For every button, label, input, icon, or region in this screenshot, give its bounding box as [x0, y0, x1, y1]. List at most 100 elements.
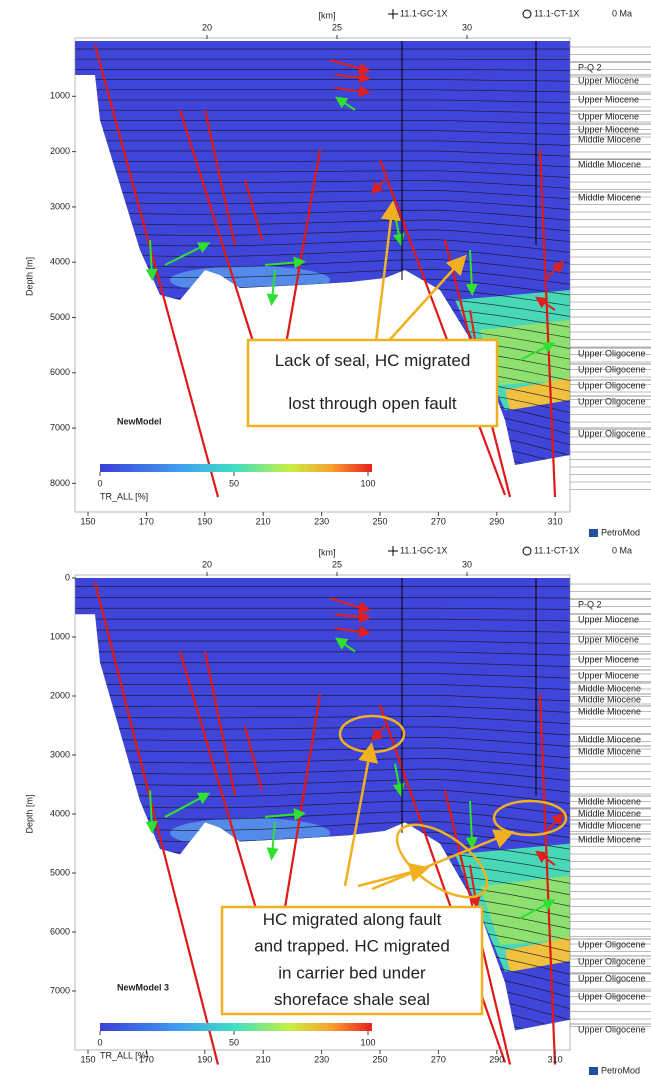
- layer-label: Middle Miocene: [578, 820, 641, 830]
- horizon: [75, 705, 570, 713]
- fault: [283, 149, 322, 351]
- layer-label: P-Q 2: [578, 599, 602, 609]
- top-tick-label: 25: [332, 559, 342, 569]
- colorbar-tick-label: 50: [229, 478, 239, 488]
- horizon: [75, 229, 570, 243]
- y-tick-label: 3000: [50, 201, 70, 211]
- horizon: [75, 199, 570, 210]
- fault: [538, 149, 557, 498]
- horizon: [75, 130, 570, 136]
- axis-title: [km]: [319, 547, 336, 557]
- plot-frame: [74, 574, 571, 1051]
- layer-label: Middle Miocene: [578, 746, 641, 756]
- y-tick-label: 4000: [50, 808, 70, 818]
- callout-text: HC migrated along fault: [263, 910, 442, 929]
- migration-arrow: [145, 790, 158, 835]
- top-tick-label: 30: [462, 559, 472, 569]
- y-tick-label: 2000: [50, 146, 70, 156]
- layer-label: Upper Oligocene: [578, 428, 646, 438]
- x-tick-label: 190: [197, 516, 212, 526]
- layer-label: Upper Oligocene: [578, 380, 646, 390]
- migration-arrow: [544, 812, 565, 834]
- colorbar-tick-label: 100: [360, 478, 375, 488]
- x-tick-label: 250: [372, 1054, 387, 1064]
- horizon: [75, 747, 570, 759]
- migration-arrow: [264, 807, 306, 821]
- top-tick-label: 25: [332, 22, 342, 32]
- callout-arrow: [371, 829, 515, 891]
- x-tick-label: 210: [256, 1054, 271, 1064]
- maturity-patch: [170, 818, 330, 848]
- horizon: [75, 684, 570, 690]
- horizon: [75, 79, 570, 82]
- horizon: [75, 726, 570, 736]
- layer-label: Middle Miocene: [578, 834, 641, 844]
- horizon: [75, 737, 570, 747]
- callout-text: and trapped. HC migrated: [254, 937, 450, 956]
- migration-arrow: [370, 725, 386, 742]
- layer-label: Upper Oligocene: [578, 939, 646, 949]
- x-tick-label: 310: [548, 516, 563, 526]
- layer-label: Upper Oligocene: [578, 1024, 646, 1034]
- y-tick-label: 1000: [50, 631, 70, 641]
- migration-arrow: [264, 256, 306, 269]
- layer-label: Upper Oligocene: [578, 956, 646, 966]
- horizon: [75, 109, 570, 114]
- migration-arrow: [334, 85, 371, 98]
- x-tick-label: 190: [197, 1054, 212, 1064]
- highlight: [492, 799, 568, 837]
- migration-arrow: [266, 822, 279, 861]
- horizon: [75, 618, 570, 622]
- top-tick-label: 20: [202, 559, 212, 569]
- y-tick-label: 6000: [50, 926, 70, 936]
- callout-text: lost through open fault: [288, 394, 457, 413]
- well-label: 11.1-CT-1X: [534, 8, 579, 18]
- fault: [538, 694, 557, 1065]
- horizon: [75, 640, 570, 645]
- x-tick-label: 170: [139, 516, 154, 526]
- horizon: [75, 239, 570, 253]
- migration-arrow: [465, 249, 478, 296]
- migration-arrow: [329, 597, 371, 614]
- layer-label: Upper Oligocene: [578, 973, 646, 983]
- layer-label: Middle Miocene: [578, 694, 641, 704]
- horizon: [75, 716, 570, 725]
- fault: [203, 651, 237, 796]
- callout-arrow: [384, 254, 467, 346]
- x-tick-label: 170: [139, 1054, 154, 1064]
- migration-arrow: [535, 296, 556, 311]
- migration-arrow: [519, 899, 556, 920]
- migration-arrow: [544, 260, 565, 281]
- migration-arrow: [164, 242, 211, 266]
- x-tick-label: 250: [372, 516, 387, 526]
- migration-arrow: [266, 269, 279, 306]
- horizon: [75, 800, 570, 816]
- plot-frame: [74, 37, 571, 513]
- callout-arrow: [373, 200, 401, 351]
- horizon: [75, 120, 570, 125]
- x-tick-label: 290: [489, 1054, 504, 1064]
- horizon: [75, 150, 570, 157]
- horizon: [75, 58, 570, 61]
- colorbar-tick-label: 100: [360, 1037, 375, 1047]
- horizon: [75, 69, 570, 71]
- y-tick-label: 7000: [50, 422, 70, 432]
- horizon: [75, 673, 570, 679]
- layer-label: Middle Miocene: [578, 683, 641, 693]
- layer-label: Upper Miocene: [578, 614, 639, 624]
- colorbar-label: TR_ALL [%]: [100, 491, 148, 501]
- panel: P-Q 2 Upper Miocene Upper Miocene Upper Mio…: [24, 545, 651, 1075]
- y-tick-label: 0: [65, 572, 70, 582]
- layer-label: Upper Miocene: [578, 111, 639, 121]
- x-tick-label: 150: [80, 1054, 95, 1064]
- horizon: [75, 768, 570, 782]
- colorbar-tick-label: 0: [97, 478, 102, 488]
- horizon: [75, 597, 570, 599]
- y-tick-label: 3000: [50, 749, 70, 759]
- fault: [378, 159, 507, 496]
- migration-arrow: [465, 800, 478, 851]
- horizon: [75, 219, 570, 232]
- axis-title: [km]: [319, 10, 336, 20]
